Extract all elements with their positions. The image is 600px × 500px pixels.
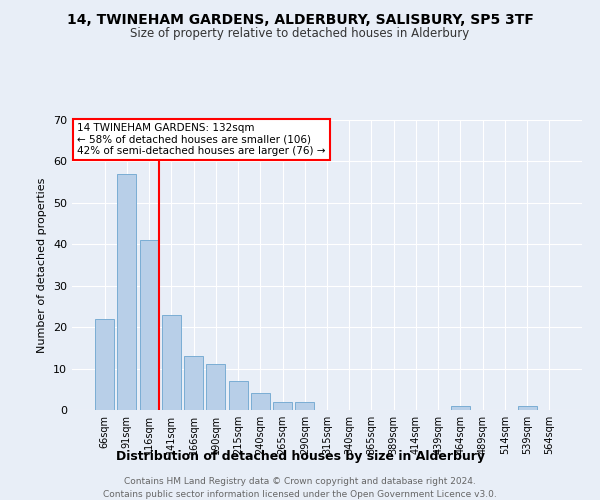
Bar (518, 406, 536, 410)
Bar (162, 314, 181, 410)
Text: Contains public sector information licensed under the Open Government Licence v3: Contains public sector information licen… (103, 490, 497, 499)
Bar (229, 381, 248, 410)
Bar (273, 402, 292, 410)
Text: Size of property relative to detached houses in Alderbury: Size of property relative to detached ho… (130, 28, 470, 40)
Text: 14, TWINEHAM GARDENS, ALDERBURY, SALISBURY, SP5 3TF: 14, TWINEHAM GARDENS, ALDERBURY, SALISBU… (67, 12, 533, 26)
Bar (206, 364, 225, 410)
Bar (451, 406, 470, 410)
Bar (251, 394, 270, 410)
Text: 14 TWINEHAM GARDENS: 132sqm
← 58% of detached houses are smaller (106)
42% of se: 14 TWINEHAM GARDENS: 132sqm ← 58% of det… (77, 123, 326, 156)
Bar (184, 356, 203, 410)
Bar (95, 319, 114, 410)
Bar (295, 402, 314, 410)
Text: Contains HM Land Registry data © Crown copyright and database right 2024.: Contains HM Land Registry data © Crown c… (124, 478, 476, 486)
Bar (140, 240, 158, 410)
Text: Distribution of detached houses by size in Alderbury: Distribution of detached houses by size … (115, 450, 485, 463)
Bar (118, 174, 136, 410)
Y-axis label: Number of detached properties: Number of detached properties (37, 178, 47, 352)
